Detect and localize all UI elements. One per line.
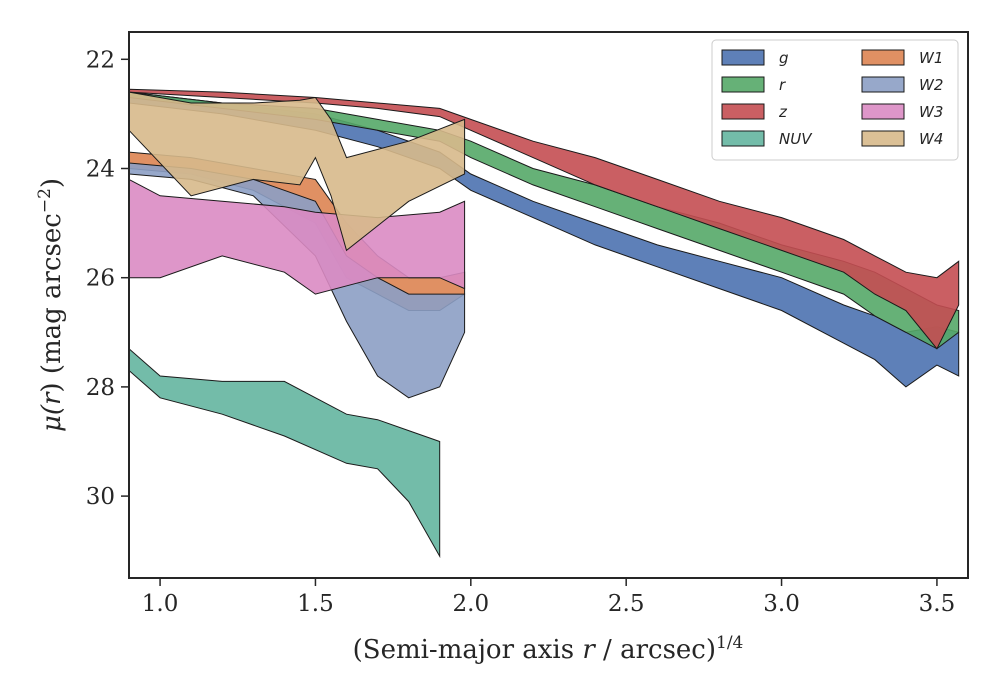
legend-label-w1: W1 xyxy=(919,49,943,67)
legend-label-nuv: NUV xyxy=(779,130,813,148)
x-tick-label: 1.0 xyxy=(142,591,179,617)
legend-label-r: r xyxy=(779,76,786,94)
legend-swatch-nuv xyxy=(721,130,765,147)
plot-frame xyxy=(128,31,969,579)
legend-label-w2: W2 xyxy=(919,76,943,94)
x-axis-title: (Semi-major axis r / arcsec)1/4 xyxy=(353,633,744,665)
legend: grz NUV W1 W2 W3 W4 xyxy=(711,39,959,161)
legend-frame xyxy=(711,39,959,161)
band-z xyxy=(129,88,960,350)
legend-swatch-r xyxy=(721,76,765,93)
band-w3 xyxy=(129,178,466,295)
x-tick-label: 3.0 xyxy=(763,591,800,617)
y-axis: 22 24 26 28 30 xyxy=(86,47,129,510)
x-tick-label: 2.5 xyxy=(608,591,645,617)
band-nuv xyxy=(129,348,441,559)
legend-swatch-w2 xyxy=(861,76,905,93)
legend-swatch-z xyxy=(721,103,765,120)
legend-swatch-w1 xyxy=(861,49,905,66)
band-w4 xyxy=(129,91,466,252)
band-layer xyxy=(129,88,960,559)
x-tick-label: 2.0 xyxy=(453,591,490,617)
legend-label-w3: W3 xyxy=(919,103,943,121)
legend-label-g: g xyxy=(779,49,789,67)
legend-label-w4: W4 xyxy=(919,130,943,148)
legend-swatch-g xyxy=(721,49,765,66)
y-axis-title: μ(r) (mag arcsec−2) xyxy=(35,178,67,432)
y-tick-label: 28 xyxy=(86,375,115,401)
y-tick-label: 22 xyxy=(86,47,115,73)
x-axis: 1.0 1.5 2.0 2.5 3.0 3.5 xyxy=(142,578,955,617)
y-tick-label: 30 xyxy=(86,484,115,510)
y-tick-label: 26 xyxy=(86,266,115,292)
legend-swatch-w3 xyxy=(861,103,905,120)
legend-label-z: z xyxy=(778,103,788,121)
x-tick-label: 1.5 xyxy=(297,591,334,617)
y-tick-label: 24 xyxy=(86,157,115,183)
band-w2 xyxy=(129,162,466,399)
legend-swatch-w4 xyxy=(861,130,905,147)
x-tick-label: 3.5 xyxy=(919,591,956,617)
